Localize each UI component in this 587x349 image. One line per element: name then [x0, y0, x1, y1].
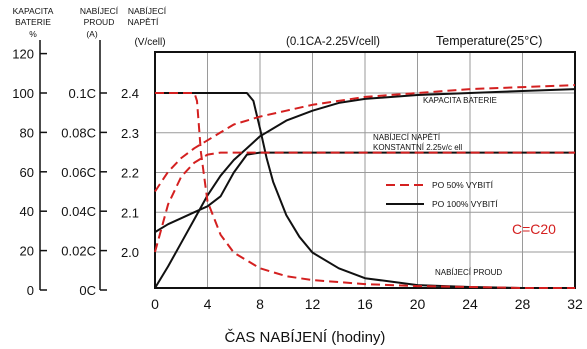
- series-current-50: [155, 92, 575, 289]
- annotation-voltage-1: NABÍJECÍ NAPĚTÍ: [373, 133, 441, 142]
- voltage-axis-label-line2: NAPĚTÍ: [128, 17, 159, 27]
- current-axis-label-line1: NABÍJECÍ: [80, 6, 119, 16]
- annotation-c-equals: C=C20: [512, 221, 556, 237]
- capacity-tick-label: 40: [20, 204, 34, 219]
- annotation-voltage-2: KONSTANTNÍ 2.25v/c ell: [373, 143, 462, 152]
- chart-title: (0.1CA-2.25V/cell): [286, 36, 380, 48]
- capacity-tick-label: 100: [12, 86, 34, 101]
- capacity-tick-label: 0: [27, 283, 34, 298]
- voltage-tick-label: 2.4: [121, 86, 139, 101]
- current-tick-label: 0.06C: [61, 165, 96, 180]
- curves: [154, 84, 576, 289]
- x-axis-label: ČAS NABÍJENÍ (hodiny): [225, 329, 386, 346]
- legend: PO 50% VYBITÍ PO 100% VYBITÍ: [386, 180, 498, 209]
- annotation-current: NABÍJECÍ PROUD: [435, 268, 502, 277]
- series-voltage-50: [154, 151, 575, 253]
- x-tick-label: 20: [410, 296, 426, 312]
- capacity-axis-label-line3: %: [29, 29, 37, 39]
- capacity-axis-label-line2: BATERIE: [15, 17, 51, 27]
- current-tick-label: 0C: [79, 283, 96, 298]
- x-tick-label: 24: [462, 296, 478, 312]
- voltage-tick-label: 2.1: [121, 205, 139, 220]
- x-tick-label: 4: [204, 296, 212, 312]
- x-tick-label: 28: [515, 296, 531, 312]
- current-tick-label: 0.04C: [61, 204, 96, 219]
- x-tick-label: 12: [305, 296, 321, 312]
- series-capacity-100: [154, 88, 576, 289]
- axes: 0 4 8 12 16 20 24 28 32 2.0 2.1 2.2 2.3 2.4 0 20 40 60 80 1…: [12, 40, 583, 312]
- capacity-axis-label-line1: KAPACITA: [13, 6, 54, 16]
- voltage-tick-label: 2.0: [121, 245, 139, 260]
- capacity-tick-label: 80: [20, 125, 34, 140]
- voltage-tick-label: 2.3: [121, 126, 139, 141]
- legend-label-100: PO 100% VYBITÍ: [432, 199, 498, 209]
- capacity-tick-label: 20: [20, 244, 34, 259]
- capacity-tick-label: 120: [12, 47, 34, 62]
- voltage-tick-label: 2.2: [121, 166, 139, 181]
- current-tick-label: 0.02C: [61, 244, 96, 259]
- capacity-tick-label: 60: [20, 165, 34, 180]
- x-tick-label: 32: [567, 296, 583, 312]
- voltage-axis-label-line3: (V/cell): [134, 37, 165, 48]
- x-tick-label: 16: [357, 296, 373, 312]
- annotation-capacity: KAPACITA BATERIE: [423, 96, 497, 105]
- current-axis-label-line2: PROUD: [84, 17, 115, 27]
- series-current-100: [155, 92, 575, 289]
- legend-label-50: PO 50% VYBITÍ: [432, 180, 494, 190]
- x-tick-label: 0: [151, 296, 159, 312]
- current-tick-label: 0.08C: [61, 125, 96, 140]
- voltage-axis-label-line1: NABÍJECÍ: [128, 6, 167, 16]
- current-tick-label: 0.1C: [69, 86, 96, 101]
- chart-subtitle: Temperature(25°C): [436, 34, 542, 48]
- x-tick-label: 8: [256, 296, 264, 312]
- series-capacity-50: [154, 84, 576, 193]
- current-axis-label-line3: (A): [86, 29, 98, 39]
- plot-frame: [154, 51, 576, 289]
